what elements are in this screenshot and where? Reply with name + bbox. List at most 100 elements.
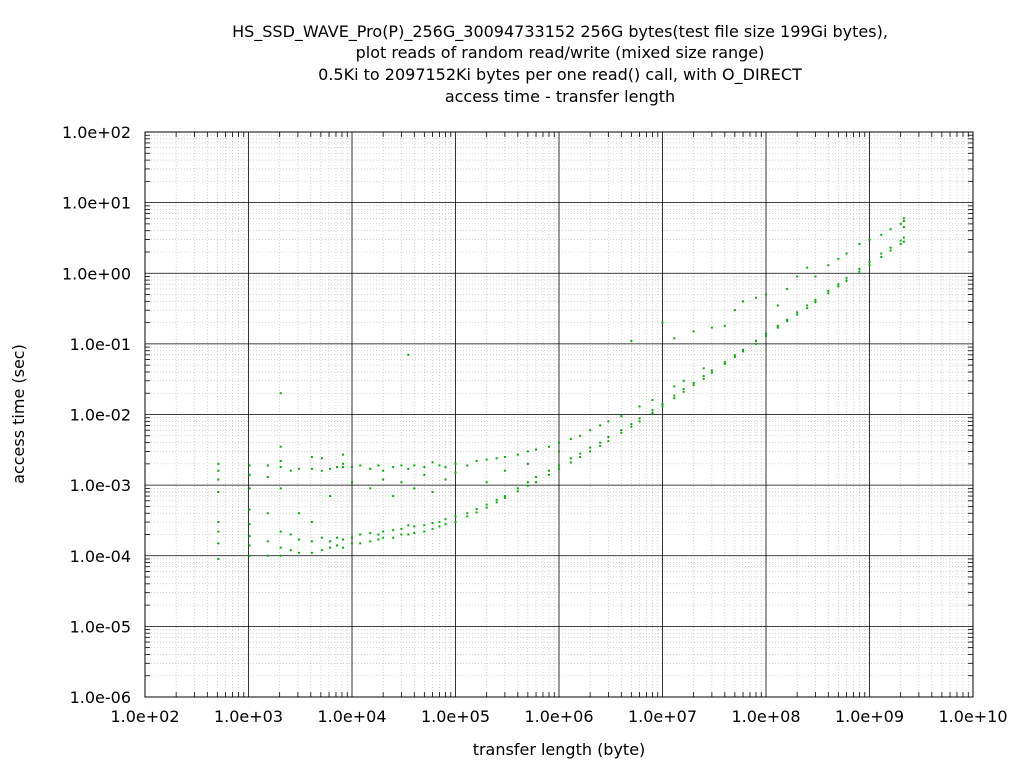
data-point [382,478,385,481]
data-point [607,436,610,439]
data-point [336,544,339,547]
data-point [535,448,538,451]
data-point [661,403,664,406]
data-point [413,487,416,490]
data-point [899,222,902,225]
data-point [495,501,498,504]
x-axis-label: transfer length (byte) [473,740,646,759]
data-point [880,233,883,236]
data-point [248,554,251,557]
data-point [589,446,592,449]
data-point [723,324,726,327]
data-point [607,440,610,443]
data-point [217,521,220,524]
data-point [569,457,572,460]
data-point [342,538,345,541]
data-point [320,457,323,460]
x-axis-ticks: 1.0e+02 1.0e+03 1.0e+04 1.0e+05 1.0e+06 1.0e+… [110,132,1008,726]
x-tick-label: 1.0e+05 [421,707,490,726]
data-point [466,515,469,518]
data-point [858,242,861,245]
data-point [392,495,395,498]
data-point [765,293,767,296]
data-point [351,481,353,484]
data-point [516,453,519,456]
data-point [495,498,498,501]
data-point [814,275,817,278]
data-point [400,464,403,467]
data-point [310,456,313,459]
data-point [630,423,633,426]
data-point [630,425,633,428]
data-point [503,496,506,499]
data-point [899,242,902,245]
data-point [392,536,395,539]
data-point [279,466,282,469]
data-point [682,387,685,390]
data-point [495,457,498,460]
data-point [827,264,830,267]
data-point [692,330,695,333]
data-point [837,257,840,260]
y-tick-label: 1.0e+00 [62,264,131,283]
data-point [289,533,292,536]
data-point [266,554,269,557]
data-point [742,348,745,351]
data-point [845,277,848,280]
data-point [607,420,610,423]
data-point [342,466,345,469]
data-point [796,313,799,316]
data-point [547,469,550,472]
y-tick-label: 1.0e-03 [70,476,131,495]
y-axis-ticks: 1.0e-06 1.0e-05 1.0e-04 1.0e-03 1.0e-02 1.0e-… [62,123,973,707]
y-tick-label: 1.0e+01 [62,194,131,213]
data-point [579,456,582,459]
chart-title: HS_SSD_WAVE_Pro(P)_256G_30094733152 256G… [232,22,888,106]
data-point [413,525,416,528]
data-point [454,471,457,474]
data-point [279,445,282,448]
data-point [710,369,713,372]
data-point [377,533,380,536]
data-point [382,536,385,539]
major-grid [144,131,974,698]
data-point [880,252,883,255]
data-point [217,469,220,472]
data-point [902,240,905,243]
data-point [516,490,519,493]
data-point [526,450,529,453]
data-point [377,464,380,467]
data-point [845,252,848,255]
data-point [407,467,410,470]
data-point [466,512,469,515]
data-point [377,538,380,541]
data-point [407,524,410,527]
data-point [526,462,529,465]
data-point [392,529,395,532]
data-point [630,339,633,342]
data-point [431,490,434,493]
data-point [742,300,745,303]
data-point [837,283,840,286]
data-point [248,464,251,467]
data-point [485,506,488,509]
data-point [547,445,550,448]
data-point [297,551,300,554]
data-point [776,324,779,327]
data-point [444,478,447,481]
data-point [765,332,767,335]
data-point [336,536,339,539]
x-tick-label: 1.0e+04 [317,707,386,726]
data-point [431,527,434,530]
data-point [899,239,902,242]
data-point [444,518,447,521]
title-line-1: HS_SSD_WAVE_Pro(P)_256G_30094733152 256G… [232,22,888,42]
data-point [589,450,592,453]
data-point [423,466,426,469]
data-point [868,264,871,267]
data-point [827,290,830,293]
data-point [827,292,830,295]
data-point [535,481,538,484]
data-point [558,441,560,444]
data-point [733,309,736,312]
